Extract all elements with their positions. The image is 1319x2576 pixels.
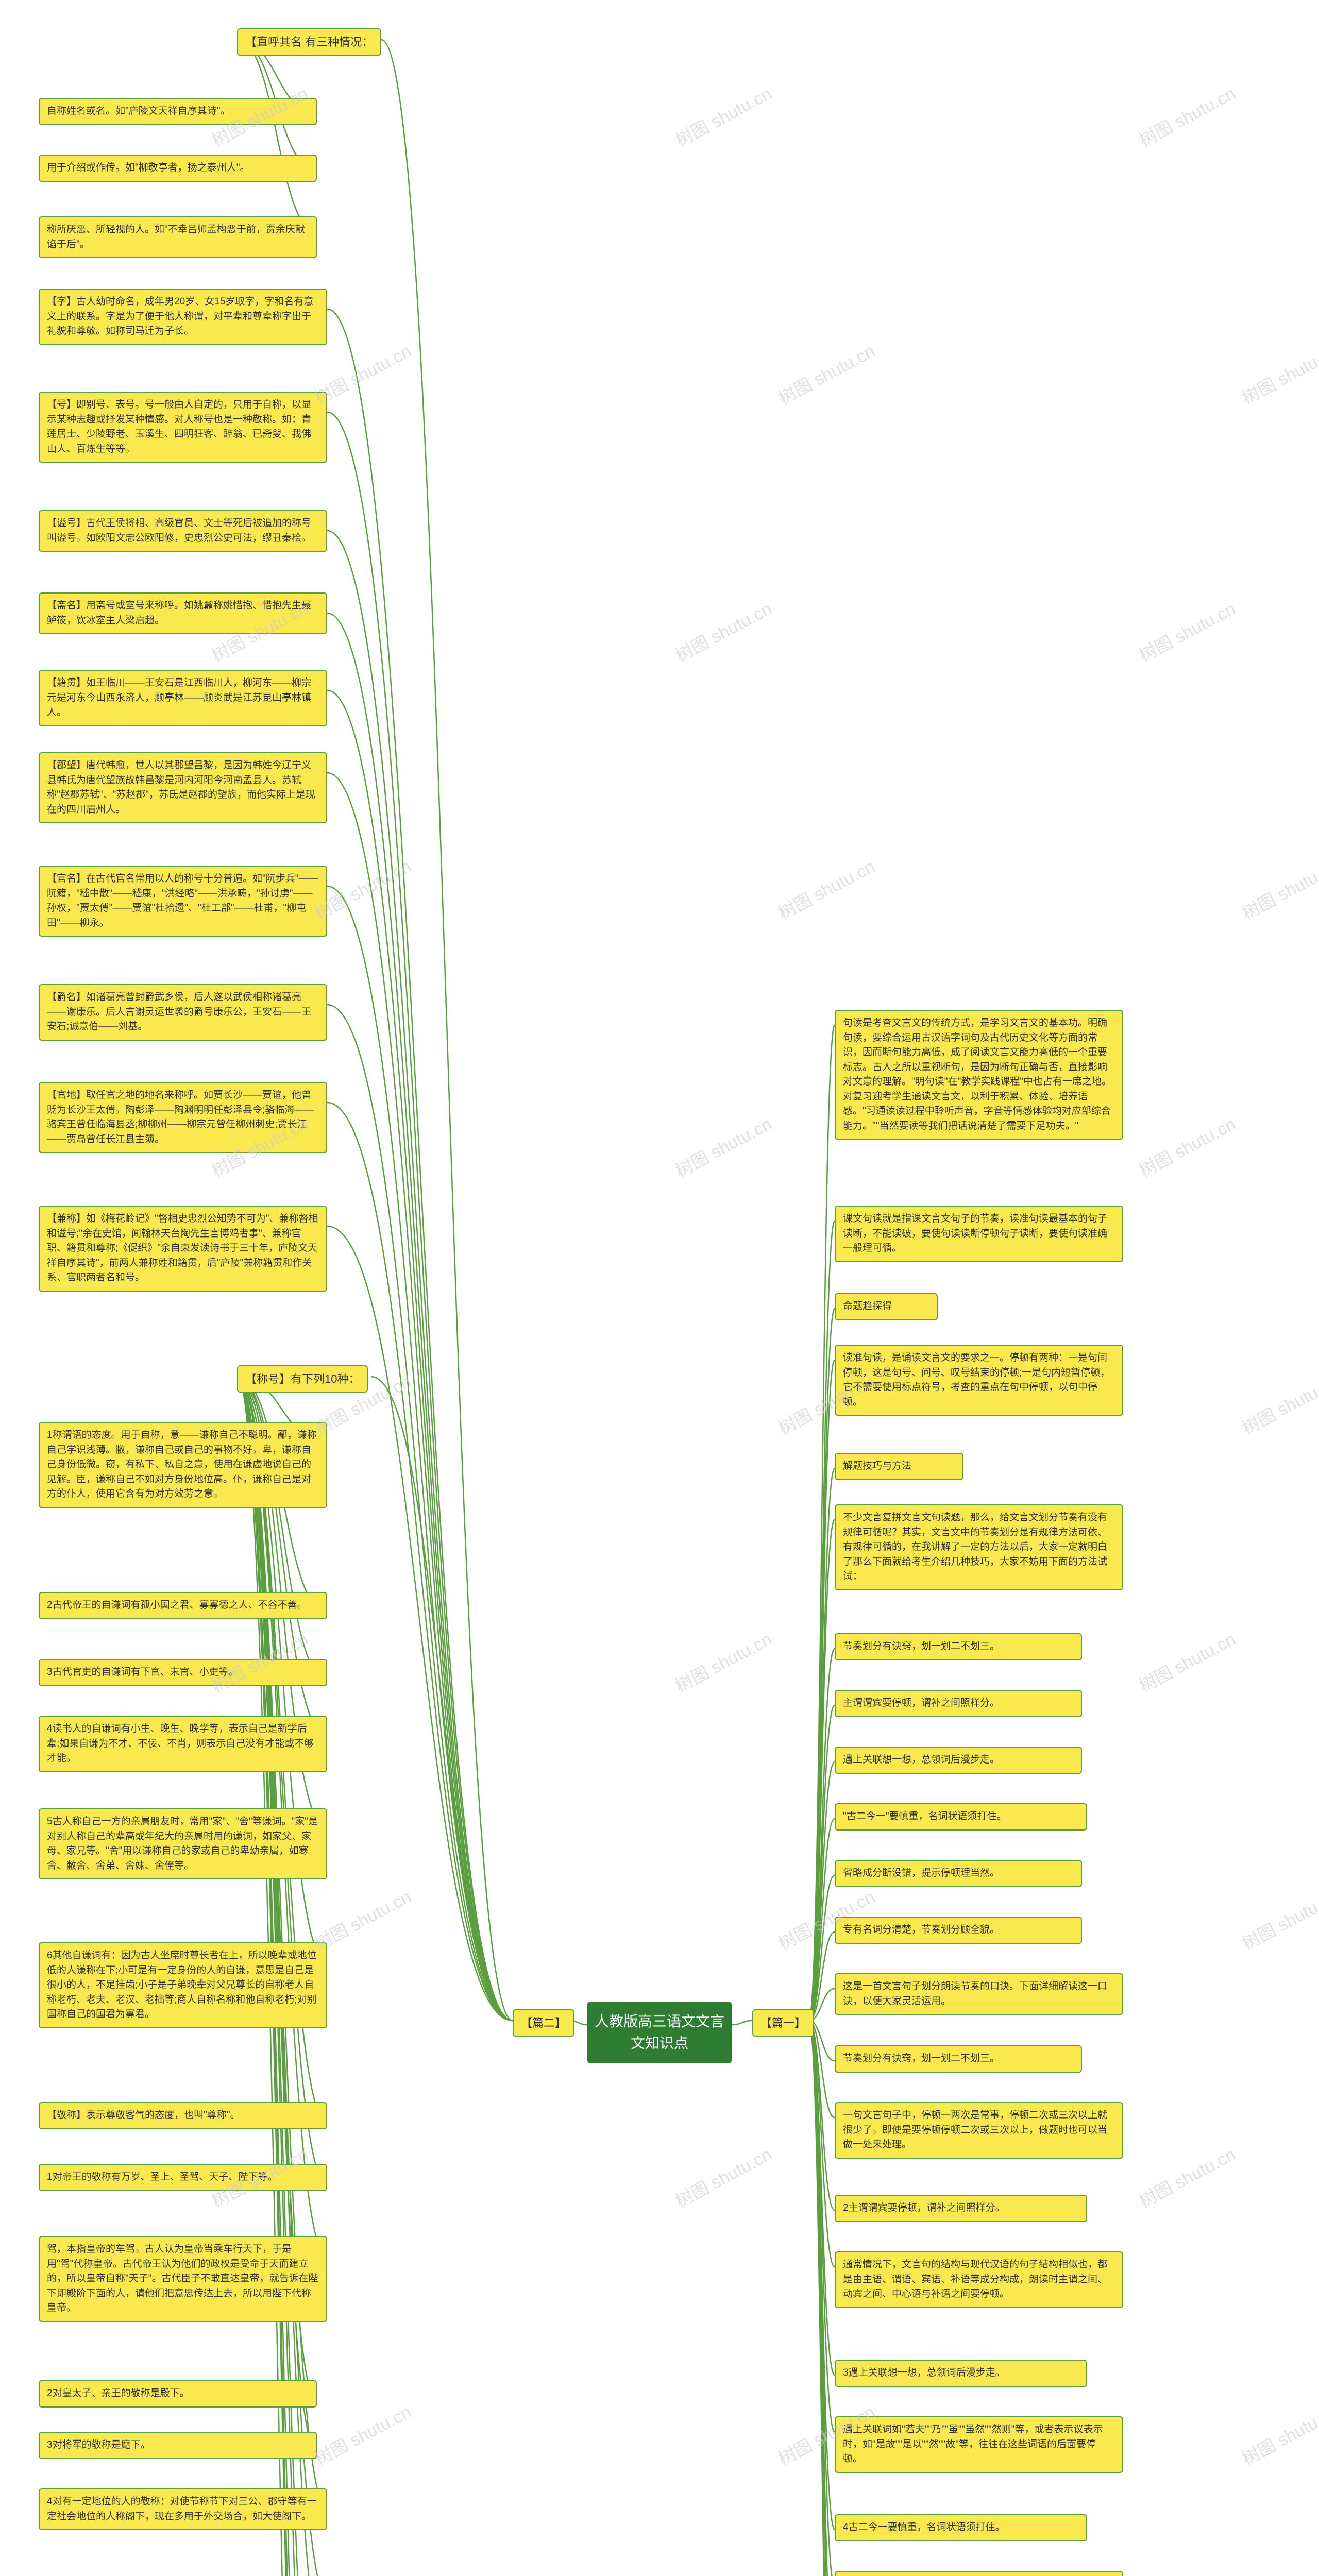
leaf-node: 用于介绍或作传。如"柳敬亭者，扬之泰州人"。 (39, 155, 317, 182)
leaf-node: 【谥号】古代王侯将相、高级官员、文士等死后被追加的称号叫谥号。如欧阳文忠公欧阳修… (39, 510, 327, 552)
leaf-node: 【斋名】用斋号或室号来称呼。如姚鼐称姚惜抱、惜抱先生聂鲈筱，饮冰室主人梁启超。 (39, 592, 327, 634)
leaf-node: 句读是考查文言文的传统方式，是学习文言文的基本功。明确句读，要综合运用古汉语字词… (835, 1010, 1123, 1140)
leaf-node: 【号】即别号、表号。号一般由人自定的，只用于自称，以显示某种志趣或抒发某种情感。… (39, 392, 327, 463)
leaf-node: 【爵名】如诸葛亮曾封爵武乡侯，后人遂以武侯相称诸葛亮——谢康乐。后人言谢灵运世袭… (39, 984, 327, 1041)
leaf-node: 3遇上关联想一想，总领词后漫步走。 (835, 2360, 1087, 2387)
leaf-node: 这是一首文言句子划分朗读节奏的口诀。下面详细解读这一口诀，以便大家灵活运用。 (835, 1973, 1123, 2015)
leaf-node: 解题技巧与方法 (835, 1453, 963, 1480)
leaf-node: 【官地】取任官之地的地名来称呼。如贾长沙——贾谊，他曾贬为长沙王太傅。陶彭泽——… (39, 1082, 327, 1153)
branch-node: 【篇一】 (752, 2009, 814, 2037)
leaf-node: 【籍贯】如王临川——王安石是江西临川人，柳河东——柳宗元是河东今山西永济人，顾亭… (39, 670, 327, 726)
leaf-node: 【官名】在古代官名常用以人的称号十分普遍。如"阮步兵"——阮籍，"嵇中散"——嵇… (39, 866, 327, 937)
leaf-node: 主谓谓宾要停顿，谓补之间照样分。 (835, 1690, 1082, 1717)
leaf-node: 1对帝王的敬称有万岁、圣上、圣驾、天子、陛下等。 (39, 2164, 327, 2191)
leaf-node: 读准句读，是诵读文言文的要求之一。停顿有两种：一是句间停顿，这是句号、问号、叹号… (835, 1345, 1123, 1416)
leaf-node: 不少文言复拼文言文句读题，那么，给文言文划分节奏有没有规律可循呢？其实，文言文中… (835, 1504, 1123, 1590)
leaf-node: 1称谓语的态度。用于自称，意——谦称自己不聪明。鄙，谦称自己学识浅薄。敝，谦称自… (39, 1422, 327, 1508)
leaf-node: 省略成分断没错，提示停顿理当然。 (835, 1860, 1082, 1887)
mid-node: 【直呼其名 有三种情况： (237, 28, 381, 56)
leaf-node: 【郡望】唐代韩愈，世人以其郡望昌黎，是因为韩姓今辽宁义县韩氏为唐代望族故韩昌黎是… (39, 752, 327, 823)
leaf-node: 专有名词分清楚，节奏划分顾全貌。 (835, 1917, 1082, 1944)
mind-map: 人教版高三语文文言文知识点【篇二】 【篇一】 【直呼其名 有三种情况： 【称号】有下列… (0, 0, 1319, 2576)
leaf-node: 通常情况下，文言句的结构与现代汉语的句子结构相似也，都是由主语、谓语、宾语、补语… (835, 2251, 1123, 2308)
leaf-node: 2对皇太子、亲王的敬称是殿下。 (39, 2380, 317, 2408)
leaf-node: 遇上关联词如"若夫""乃""虽""虽然""然则"等，或者表示议表示时，如"是故"… (835, 2416, 1123, 2473)
leaf-node: 称所厌恶、所轻视的人。如"不幸吕师孟构恶于前，贾余庆献谄于后"。 (39, 216, 317, 258)
leaf-node: 驾，本指皇帝的车驾。古人认为皇帝当乘车行天下，于是用"驾"代称皇帝。古代帝王认为… (39, 2236, 327, 2322)
leaf-node: 连在一起的两个单音节词，朗读时要分开读;名词用来作状语时"活用时"词，与前面的主… (835, 2571, 1123, 2576)
mid-node: 【称号】有下列10种： (237, 1365, 368, 1393)
leaf-node: 自称姓名或名。如"庐陵文天祥自序其诗"。 (39, 98, 317, 125)
root-node: 人教版高三语文文言文知识点 (587, 2002, 732, 2063)
leaf-node: 命题趋探得 (835, 1293, 938, 1320)
leaf-node: 节奏划分有诀窍，划一划二不划三。 (835, 2045, 1082, 2073)
leaf-node: 3古代官吏的自谦词有下官、末官、小吏等。 (39, 1659, 327, 1686)
leaf-node: 【兼称】如《梅花岭记》"督相史忠烈公知势不可为"、兼称督相和谥号;"余在史馆，闻… (39, 1206, 327, 1292)
leaf-node: 一句文言句子中，停顿一两次是常事，停顿二次或三次以上就很少了。即使是要停顿停顿二… (835, 2102, 1123, 2159)
leaf-node: 3对将军的敬称是麾下。 (39, 2432, 317, 2459)
leaf-node: 【字】古人幼时命名，成年男20岁、女15岁取字，字和名有意义上的联系。字是为了便… (39, 289, 327, 345)
leaf-node: 课文句读就是指课文言文句子的节奏，读准句读最基本的句子读断，不能读破，要使句读读… (835, 1206, 1123, 1262)
leaf-node: 5古人称自己一方的亲属朋友时，常用"家"、"舍"等谦词。"家"是对别人称自己的辈… (39, 1808, 327, 1879)
leaf-node: 6其他自谦词有：因为古人坐席时尊长者在上，所以晚辈或地位低的人谦称在下;小可是有… (39, 1942, 327, 2028)
leaf-node: 节奏划分有诀窍，划一划二不划三。 (835, 1633, 1082, 1660)
leaf-node: 2古代帝王的自谦词有孤小国之君、寡寡德之人、不谷不善。 (39, 1592, 327, 1619)
leaf-node: 4古二今一要慎重，名词状语须打住。 (835, 2514, 1087, 2541)
leaf-node: 【敬称】表示尊敬客气的态度，也叫"尊称"。 (39, 2102, 327, 2129)
leaf-node: 遇上关联想一想，总领词后漫步走。 (835, 1747, 1082, 1774)
leaf-node: 4对有一定地位的人的敬称：对使节称节下对三公、郡守等有一定社会地位的人称阁下，现… (39, 2488, 327, 2530)
leaf-node: 4读书人的自谦词有小生、晚生、晚学等，表示自己是新学后辈;如果自谦为不才、不佞、… (39, 1716, 327, 1772)
branch-node: 【篇二】 (513, 2009, 574, 2037)
leaf-node: "古二今一"要慎重，名词状语须打住。 (835, 1803, 1087, 1831)
leaf-node: 2主谓谓宾要停顿，谓补之间照样分。 (835, 2195, 1087, 2222)
